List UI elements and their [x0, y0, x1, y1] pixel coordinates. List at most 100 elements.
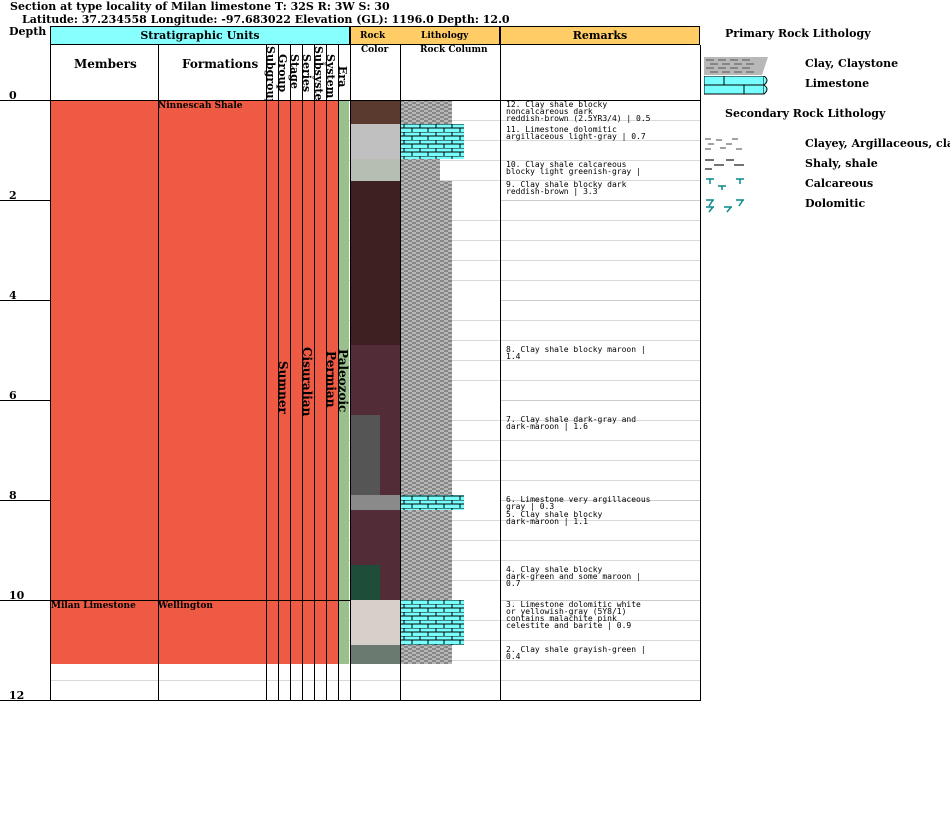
group-header: Group [276, 54, 289, 93]
color-bed-2 [351, 645, 400, 664]
remark-3: 3. Limestone dolomitic white or yellowis… [506, 600, 641, 630]
grid-line [500, 500, 700, 501]
legend-calcareous-swatch [706, 178, 744, 190]
color-bed-8 [351, 345, 400, 415]
color-bed-5 [351, 510, 400, 565]
depth-tick-line [0, 400, 50, 401]
legend-clayey-label: Clayey, Argillaceous, clay [805, 137, 950, 150]
depth-tick-line [0, 100, 50, 101]
remark-6: 6. Limestone very argillaceous gray | 0.… [506, 495, 651, 511]
grid-line [51, 680, 700, 681]
legend-clay-label: Clay, Claystone [805, 57, 899, 70]
col-border [266, 45, 267, 701]
remark-12: 12. Clay shale blocky noncalcareous dark… [506, 100, 651, 123]
remark-7: 7. Clay shale dark-gray and dark-maroon … [506, 415, 637, 431]
col-border [338, 45, 339, 701]
grid-line [500, 400, 700, 401]
strat-fill [51, 101, 338, 664]
rock-column-label: Rock Column [420, 45, 488, 55]
remark-4: 4. Clay shale blocky dark-green and some… [506, 565, 641, 588]
col-border [314, 45, 315, 701]
litho-bed-8 [400, 345, 452, 415]
strat-units-label: Stratigraphic Units [140, 29, 260, 42]
remark-10: 10. Clay shale calcareous blocky light g… [506, 160, 641, 176]
remark-5: 5. Clay shale blocky dark-maroon | 1.1 [506, 510, 603, 526]
remark-11: 11. Limestone dolomitic argillaceous lig… [506, 125, 646, 141]
col-border [326, 45, 327, 701]
col-border [400, 45, 401, 701]
era-paleozoic: Paleozoic [336, 349, 350, 413]
col-border [278, 45, 279, 701]
color-bed-10 [351, 159, 400, 181]
strat-units-header: Stratigraphic Units [50, 26, 350, 45]
member-milan: Milan Limestone [51, 601, 136, 611]
top-border [50, 100, 700, 101]
series-header: Series [300, 54, 313, 93]
legend-dolomitic-label: Dolomitic [805, 197, 866, 210]
section-location: Latitude: 37.234558 Longitude: -97.68302… [22, 13, 510, 26]
legend-limestone-swatch [704, 76, 768, 95]
legend-clayey-swatch [705, 138, 742, 150]
color-bed-3 [351, 600, 400, 645]
lithology-label: Lithology [421, 31, 469, 41]
era-header: Era [336, 66, 349, 88]
legend-dolomitic-swatch [706, 199, 744, 213]
color-bed-4b [380, 565, 400, 600]
color-bed-12 [351, 101, 400, 124]
depth-tick-label: 8 [9, 489, 17, 502]
formation-boundary [50, 600, 350, 601]
legend-limestone-label: Limestone [805, 77, 870, 90]
litho-bed-5 [400, 510, 452, 565]
legend-shaly-label: Shaly, shale [805, 157, 878, 170]
depth-tick-line [0, 600, 50, 601]
subgroup-header: Subgroup [264, 46, 277, 107]
legend-calcareous-label: Calcareous [805, 177, 874, 190]
remark-9: 9. Clay shale blocky dark reddish-brown … [506, 180, 627, 196]
depth-tick-label: 0 [9, 89, 17, 102]
bottom-border [50, 700, 700, 701]
depth-tick-line [0, 200, 50, 201]
legend-secondary-title: Secondary Rock Lithology [725, 107, 886, 120]
litho-bed-10 [400, 159, 440, 181]
col-border [500, 45, 501, 701]
col-border [700, 45, 701, 701]
color-bed-9 [351, 181, 400, 345]
era-fill [339, 101, 349, 664]
col-border [158, 45, 159, 701]
grid-line [500, 300, 700, 301]
color-bed-11 [351, 124, 400, 159]
litho-bed-11 [400, 124, 464, 159]
litho-bed-6 [400, 495, 464, 510]
group-sumner: Sumner [276, 361, 290, 414]
litho-bed-3 [400, 600, 464, 645]
rock-header [350, 26, 500, 45]
litho-bed-4 [400, 565, 452, 600]
lithology-column [400, 101, 464, 664]
remark-2: 2. Clay shale grayish-green | 0.4 [506, 645, 646, 661]
grid-line [500, 600, 700, 601]
litho-bed-7 [400, 415, 452, 495]
stage-header: Stage [288, 54, 301, 89]
remarks-header: Remarks [500, 26, 700, 45]
col-border [50, 45, 51, 701]
remark-8: 8. Clay shale blocky maroon | 1.4 [506, 345, 646, 361]
remarks-label: Remarks [572, 29, 628, 42]
color-bed-4a [351, 565, 380, 600]
system-permian: Permian [324, 351, 338, 408]
depth-tick-label: 12 [9, 689, 25, 702]
color-bed-7a [351, 415, 380, 495]
depth-tick-label: 4 [9, 289, 17, 302]
formations-header: Formations [182, 57, 259, 71]
litho-bed-9 [400, 181, 452, 345]
litho-bed-12 [400, 101, 452, 124]
col-border [350, 45, 351, 701]
legend-primary-title: Primary Rock Lithology [725, 27, 871, 40]
depth-tick-label: 10 [9, 589, 25, 602]
depth-tick-line [0, 300, 50, 301]
series-cisuralian: Cisuralian [300, 347, 314, 417]
litho-bed-2 [400, 645, 452, 664]
depth-tick-line [0, 500, 50, 501]
legend-clay-swatch [704, 57, 768, 75]
grid-line [500, 200, 700, 201]
depth-header: Depth [9, 25, 47, 38]
